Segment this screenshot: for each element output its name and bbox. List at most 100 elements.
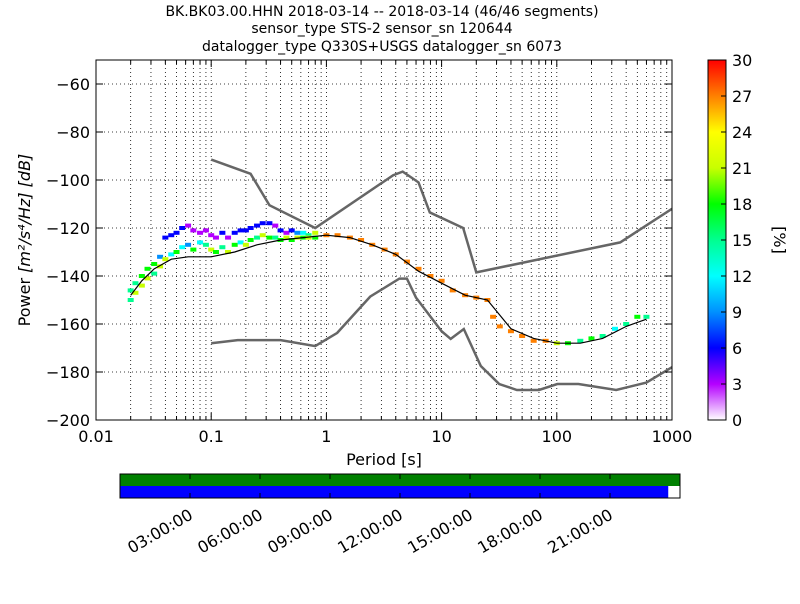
pdf-cell — [179, 245, 186, 250]
pdf-cell — [162, 257, 169, 262]
colorbar-label: [%] — [770, 226, 789, 254]
timeline-tick-label: 12:00:00 — [334, 505, 406, 557]
y-tick-label: −140 — [46, 267, 90, 286]
pdf-cell — [168, 233, 175, 238]
axes: 0.01 0.1 1 10 100 1000 −200 −180 −160 −140 −120 −10… — [46, 60, 692, 446]
noise-model-line — [210, 158, 672, 274]
pdf-cell — [202, 242, 209, 247]
plot-frame — [95, 59, 673, 421]
pdf-cell — [449, 288, 456, 293]
pdf-cell — [208, 247, 215, 252]
y-tick-label: −160 — [46, 315, 90, 334]
pdf-cell — [197, 230, 204, 235]
colorbar-tick-label: 21 — [732, 159, 752, 178]
timeline: 03:00:0006:00:0009:00:0012:00:0015:00:00… — [119, 473, 681, 557]
y-axis-label: Power [m²/s⁴/Hz] [dB] — [15, 154, 34, 327]
pdf-cell — [247, 226, 254, 230]
pdf-cell — [254, 223, 261, 228]
y-tick-label: −180 — [46, 363, 90, 382]
pdf-cell — [127, 298, 134, 302]
pdf-cell — [231, 230, 238, 235]
pdf-cell — [144, 266, 151, 271]
pdf-cell — [202, 228, 209, 233]
pdf-cell — [179, 226, 186, 230]
x-tick-label: 1 — [321, 427, 331, 446]
pdf-cell — [151, 262, 158, 266]
pdf-cell — [173, 250, 180, 254]
colorbar-tick-label: 12 — [732, 267, 752, 286]
pdf-cell — [634, 314, 641, 319]
pdf-cell — [266, 235, 273, 240]
chart-title-line-1: BK.BK03.00.HHN 2018-03-14 -- 2018-03-14 … — [165, 4, 598, 20]
pdf-cell — [312, 235, 319, 240]
pdf-cell — [212, 250, 219, 254]
pdf-cell — [237, 228, 244, 233]
pdf-cell — [519, 334, 526, 338]
x-tick-label: 10 — [431, 427, 451, 446]
pdf-cell — [259, 233, 266, 238]
pdf-cell — [266, 221, 273, 226]
pdf-cell — [247, 238, 254, 242]
pdf-cell — [225, 235, 232, 240]
pdf-cell — [277, 228, 284, 233]
pdf-cell — [427, 274, 434, 278]
y-tick-label: −80 — [56, 123, 90, 142]
x-tick-label: 100 — [542, 427, 573, 446]
pdf-cell — [219, 230, 226, 235]
mean-curve-line — [130, 234, 647, 344]
pdf-cell — [231, 242, 238, 247]
x-tick-label: 1000 — [652, 427, 693, 446]
timeline-tick-label: 15:00:00 — [404, 505, 476, 557]
pdf-cell — [237, 240, 244, 245]
pdf-cell — [288, 238, 295, 242]
colorbar-tick-label: 18 — [732, 195, 752, 214]
pdf-heatmap — [127, 221, 650, 346]
pdf-cell — [212, 235, 219, 240]
pdf-cell — [283, 235, 290, 240]
pdf-cell — [577, 338, 584, 343]
pdf-cell — [127, 288, 134, 293]
pdf-cell — [294, 235, 301, 240]
pdf-cell — [219, 245, 226, 250]
pdf-cell — [208, 233, 215, 238]
colorbar-tick-label: 3 — [732, 375, 742, 394]
pdf-cell — [225, 250, 232, 254]
pdf-cell — [259, 221, 266, 226]
pdf-cell — [138, 274, 145, 278]
timeline-tick-label: 09:00:00 — [264, 505, 336, 557]
timeline-tick-label: 06:00:00 — [194, 505, 266, 557]
colorbar-ticks: 0 3 6 9 12 15 18 21 24 27 30 — [721, 51, 752, 430]
x-tick-label: 0.1 — [198, 427, 223, 446]
pdf-cell — [138, 283, 145, 288]
pdf-cell — [588, 336, 595, 341]
chart-title-line-3: datalogger_type Q330S+USGS datalogger_sn… — [202, 39, 562, 55]
pdf-cell — [599, 334, 606, 338]
pdf-cell — [151, 271, 158, 276]
chart-title-line-2: sensor_type STS-2 sensor_sn 120644 — [251, 21, 512, 37]
pdf-cell — [611, 326, 618, 331]
colorbar-tick-label: 0 — [732, 411, 742, 430]
pdf-cell — [643, 314, 650, 319]
pdf-cell — [162, 235, 169, 240]
pdf-cell — [242, 228, 249, 233]
y-tick-label: −120 — [46, 219, 90, 238]
pdf-cell — [272, 223, 279, 228]
pdf-cell — [185, 242, 192, 247]
colorbar-tick-label: 9 — [732, 303, 742, 322]
pdf-cell — [490, 314, 497, 319]
pdf-cell — [272, 235, 279, 240]
colorbar-tick-label: 27 — [732, 87, 752, 106]
pdf-cell — [294, 230, 301, 235]
pdf-cell — [507, 329, 514, 334]
pdf-cell — [530, 338, 537, 343]
timeline-tick-label: 03:00:00 — [124, 505, 196, 557]
pdf-cell — [132, 290, 139, 295]
y-tick-label: −60 — [56, 75, 90, 94]
pdf-cell — [132, 281, 139, 286]
y-tick-label: −200 — [46, 411, 90, 430]
pdf-cell — [312, 230, 319, 235]
noise-model-line — [211, 277, 672, 392]
pdf-cell — [623, 322, 630, 326]
